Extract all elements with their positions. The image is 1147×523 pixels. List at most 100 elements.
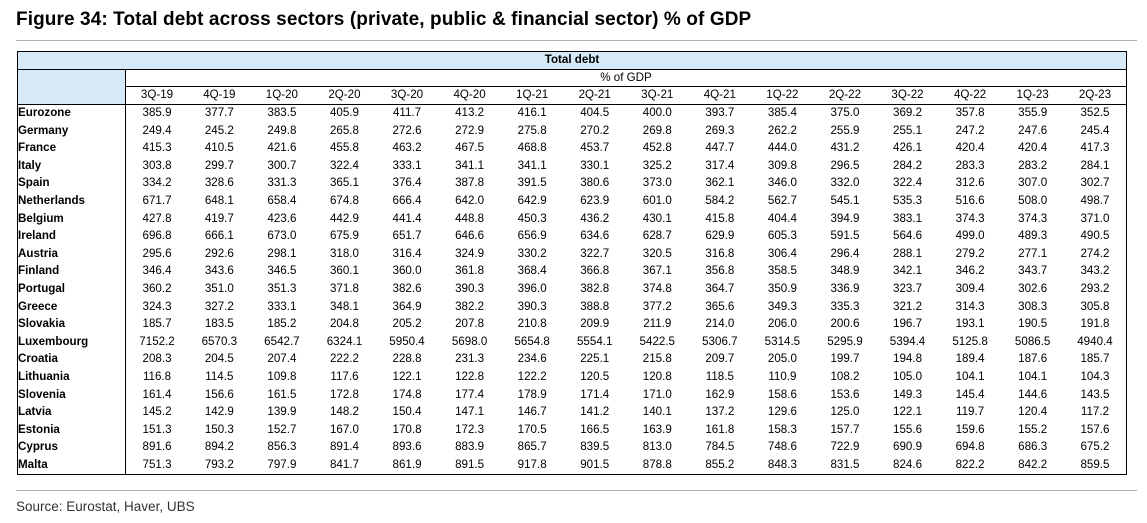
table-cell: 331.3 <box>267 176 297 190</box>
table-cell: 390.3 <box>455 281 485 295</box>
table-cell: 349.3 <box>767 299 797 313</box>
country-label: Malta <box>17 456 126 475</box>
table-row: Italy 303.8 299.7 300.7 322.4 333.1 341.1 341.1… <box>17 157 1127 175</box>
table-cell: 420.4 <box>1018 141 1048 155</box>
table-cell: 855.2 <box>688 456 752 475</box>
table-cell: 813.0 <box>642 440 672 454</box>
table-cell: 562.7 <box>767 194 797 208</box>
table-cell: 383.1 <box>893 211 923 225</box>
table-cell: 634.6 <box>580 229 610 243</box>
table-cell: 696.8 <box>142 229 172 243</box>
country-label: Slovakia <box>17 315 126 334</box>
table-cell: 410.5 <box>204 141 234 155</box>
table-cell: 841.7 <box>313 456 376 475</box>
table-cell: 207.8 <box>455 317 485 331</box>
table-cell: 269.3 <box>705 123 735 137</box>
table-cell: 516.6 <box>955 194 985 208</box>
table-cell: 114.5 <box>205 369 234 383</box>
table-cell: 651.7 <box>392 229 422 243</box>
table-cell: 376.4 <box>392 176 422 190</box>
table-cell: 330.1 <box>580 158 610 172</box>
table-cell: 333.1 <box>267 299 297 313</box>
country-label: Estonia <box>17 421 126 439</box>
table-cell: 314.3 <box>955 299 985 313</box>
table-cell: 455.8 <box>329 141 359 155</box>
table-cell: 318.0 <box>329 246 359 260</box>
table-cell: 142.9 <box>204 405 234 419</box>
table-cell: 360.0 <box>392 264 422 278</box>
table-cell: 5698.0 <box>451 334 488 348</box>
table-cell: 467.5 <box>455 141 485 155</box>
table-row: Netherlands 671.7 648.1 658.4 674.8 666.4 642.… <box>17 192 1127 211</box>
table-cell: 371.0 <box>1063 210 1127 228</box>
table-cell: 748.6 <box>767 440 797 454</box>
table-cell: 140.1 <box>642 405 672 419</box>
table-cell: 917.8 <box>500 456 564 475</box>
table-cell: 209.9 <box>580 317 610 331</box>
table-cell: 150.3 <box>204 422 234 436</box>
table-cell: 316.8 <box>705 246 735 260</box>
table-cell: 367.1 <box>642 264 672 278</box>
table-cell: 371.8 <box>329 281 359 295</box>
table-cell: 842.2 <box>1001 456 1064 475</box>
table-cell: 170.8 <box>392 422 422 436</box>
table-cell: 490.5 <box>1063 227 1127 246</box>
table-cell: 108.2 <box>830 369 860 383</box>
table-cell: 673.0 <box>267 229 297 243</box>
table-cell: 5554.1 <box>576 334 613 348</box>
table-cell: 185.7 <box>1063 350 1127 369</box>
table-body: Eurozone 385.9 377.7 383.5 405.9 411.7 413.2 41… <box>17 104 1127 475</box>
table-cell: 104.1 <box>955 369 985 383</box>
table-cell: 394.9 <box>830 211 860 225</box>
column-header: 4Q-19 <box>188 86 251 105</box>
table-cell: 859.5 <box>1063 456 1127 475</box>
table-cell: 117.6 <box>330 369 359 383</box>
table-cell: 118.5 <box>705 369 734 383</box>
table-row: Austria 295.6 292.6 298.1 318.0 316.4 324.9 330… <box>17 245 1127 263</box>
table-row: Slovenia 161.4 156.6 161.5 172.8 174.8 177.4 17… <box>17 386 1127 404</box>
table-cell: 307.0 <box>1018 176 1048 190</box>
country-label: Austria <box>17 245 126 263</box>
table-cell: 839.5 <box>580 440 610 454</box>
table-cell: 262.2 <box>767 123 797 137</box>
table-cell: 200.6 <box>830 317 860 331</box>
table-cell: 499.0 <box>955 229 985 243</box>
table-cell: 348.9 <box>830 264 860 278</box>
table-cell: 272.9 <box>455 123 485 137</box>
table-cell: 302.7 <box>1063 174 1127 193</box>
table-cell: 447.7 <box>705 141 735 155</box>
table-row: Portugal 360.2 351.0 351.3 371.8 382.6 390.3 39… <box>17 280 1127 299</box>
table-cell: 751.3 <box>125 456 189 475</box>
table-cell: 336.9 <box>830 281 860 295</box>
table-cell: 312.6 <box>955 176 985 190</box>
table-cell: 161.5 <box>267 387 297 401</box>
table-cell: 666.1 <box>204 229 234 243</box>
table-cell: 320.5 <box>642 246 672 260</box>
column-header: 1Q-23 <box>1001 86 1064 105</box>
table-cell: 393.7 <box>705 106 735 120</box>
table-cell: 489.3 <box>1018 229 1048 243</box>
table-row: Spain 334.2 328.6 331.3 365.1 376.4 387.8 391.5… <box>17 174 1127 193</box>
column-header: 2Q-21 <box>563 86 626 105</box>
table-cell: 334.2 <box>142 176 172 190</box>
table-cell: 387.8 <box>455 176 485 190</box>
table-header: Total debt % of GDP 3Q-19 4Q-19 1Q-20 2Q-20… <box>17 51 1127 105</box>
table-cell: 234.6 <box>517 352 547 366</box>
table-cell: 295.6 <box>142 246 172 260</box>
table-cell: 119.7 <box>956 405 985 419</box>
unit-row: % of GDP <box>17 69 1127 87</box>
table-cell: 153.6 <box>830 387 860 401</box>
table-cell: 308.3 <box>1018 299 1048 313</box>
table-cell: 686.3 <box>1018 440 1048 454</box>
column-header: 4Q-21 <box>688 86 752 105</box>
table-cell: 283.3 <box>955 158 985 172</box>
table-cell: 623.9 <box>580 194 610 208</box>
table-cell: 564.6 <box>893 229 923 243</box>
table-cell: 120.8 <box>642 369 672 383</box>
table-cell: 245.4 <box>1063 122 1127 140</box>
table-cell: 380.6 <box>580 176 610 190</box>
table-cell: 441.4 <box>392 211 422 225</box>
table-row: Germany 249.4 245.2 249.8 265.8 272.6 272.9 275… <box>17 122 1127 140</box>
table-cell: 228.8 <box>392 352 422 366</box>
table-row: Eurozone 385.9 377.7 383.5 405.9 411.7 413.2 41… <box>17 104 1127 123</box>
